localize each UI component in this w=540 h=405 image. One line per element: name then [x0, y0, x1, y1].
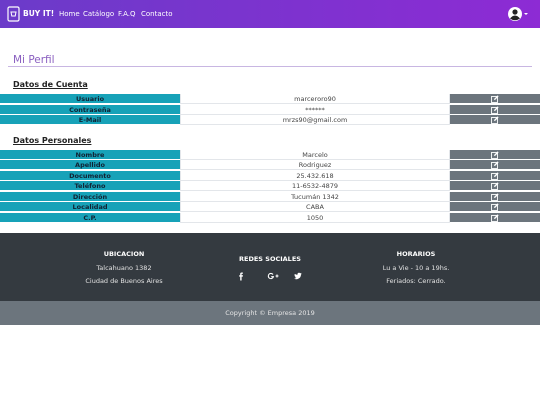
edit-button[interactable] — [450, 181, 540, 191]
edit-icon[interactable] — [491, 192, 499, 201]
page-title: Mi Perfil — [13, 54, 55, 66]
edit-button[interactable] — [450, 115, 540, 125]
footer-title: UBICACION — [103, 250, 145, 258]
brand[interactable]: BUY IT! — [23, 9, 55, 18]
edit-icon[interactable] — [491, 171, 499, 180]
field-value: Rodriguez — [180, 160, 450, 170]
nav-link[interactable]: Contacto — [141, 10, 173, 18]
social-icons — [239, 272, 302, 281]
edit-button[interactable] — [450, 191, 540, 202]
edit-icon[interactable] — [491, 161, 499, 169]
field-value: 1050 — [180, 212, 450, 223]
field-label: Usuario — [0, 94, 180, 104]
field-label: Localidad — [0, 202, 180, 212]
field-value: CABA — [180, 202, 450, 212]
footer-title: REDES SOCIALES — [239, 255, 301, 263]
user-menu[interactable] — [507, 6, 529, 22]
field-label: C.P. — [0, 212, 180, 223]
footer-text: Feriados: Cerrado. — [386, 277, 446, 285]
edit-button[interactable] — [450, 149, 540, 160]
footer-column: REDES SOCIALES — [190, 255, 350, 263]
edit-icon[interactable] — [491, 213, 499, 222]
footer-text: Ciudad de Buenos Aires — [85, 277, 163, 285]
field-label: E-Mail — [0, 115, 180, 125]
footer-column: UBICACION Talcahuano 1382 Ciudad de Buen… — [44, 250, 204, 285]
edit-button[interactable] — [450, 212, 540, 223]
field-label: Apellido — [0, 160, 180, 170]
field-value: Marcelo — [180, 149, 450, 160]
field-label: Documento — [0, 170, 180, 181]
edit-button[interactable] — [450, 160, 540, 170]
field-label: Dirección — [0, 191, 180, 202]
edit-button[interactable] — [450, 202, 540, 212]
edit-icon[interactable] — [491, 105, 499, 114]
edit-button[interactable] — [450, 170, 540, 181]
footer-text: Lu a Vie - 10 a 19hs. — [382, 264, 450, 272]
edit-icon[interactable] — [491, 182, 499, 190]
field-label: Teléfono — [0, 181, 180, 191]
edit-button[interactable] — [450, 94, 540, 104]
edit-button[interactable] — [450, 104, 540, 115]
navbar: BUY IT! Home Catálogo F.A.Q Contacto — [0, 0, 540, 28]
section-title: Datos Personales — [13, 135, 92, 145]
field-value: marceroro90 — [180, 94, 450, 104]
facebook-icon[interactable] — [239, 272, 243, 281]
section-title: Datos de Cuenta — [13, 80, 88, 89]
divider — [8, 66, 532, 67]
edit-icon[interactable] — [491, 150, 499, 159]
nav-link[interactable]: F.A.Q — [118, 10, 136, 18]
field-value: 25.432.618 — [180, 170, 450, 181]
field-label: Contraseña — [0, 104, 180, 115]
edit-icon[interactable] — [491, 203, 499, 211]
edit-icon[interactable] — [491, 116, 499, 124]
field-value: ****** — [180, 104, 450, 115]
copyright: Copyright © Empresa 2019 — [0, 301, 540, 325]
brand-icon[interactable] — [7, 6, 20, 22]
field-value: 11-6532-4879 — [180, 181, 450, 191]
edit-icon[interactable] — [491, 95, 499, 103]
footer: UBICACION Talcahuano 1382 Ciudad de Buen… — [0, 233, 540, 301]
footer-text: Talcahuano 1382 — [96, 264, 152, 272]
field-value: mrzs90@gmail.com — [180, 115, 450, 125]
google-plus-icon[interactable] — [267, 272, 279, 280]
twitter-icon[interactable] — [294, 272, 302, 280]
footer-column: HORARIOS Lu a Vie - 10 a 19hs. Feriados:… — [336, 250, 496, 285]
field-label: Nombre — [0, 149, 180, 160]
field-value: Tucumán 1342 — [180, 191, 450, 202]
footer-title: HORARIOS — [396, 250, 436, 258]
nav-link[interactable]: Catálogo — [83, 10, 115, 18]
nav-link[interactable]: Home — [59, 10, 80, 18]
